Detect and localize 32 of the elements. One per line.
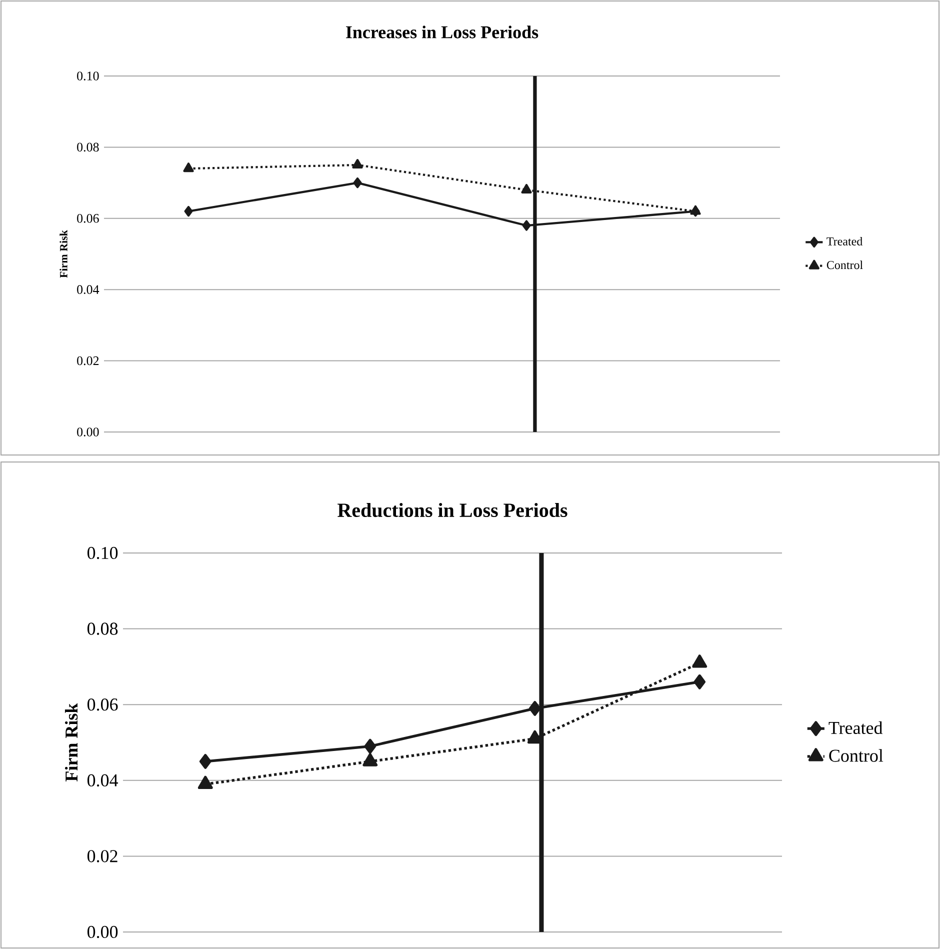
legend-label: Treated bbox=[828, 721, 883, 734]
point bbox=[528, 700, 541, 716]
y-tick-label: 0.10 bbox=[77, 72, 99, 80]
y-tick-label: 0.04 bbox=[77, 285, 100, 294]
y-tick-label: 0.06 bbox=[87, 698, 118, 711]
chart-title: Increases in Loss Periods bbox=[346, 26, 538, 38]
y-tick-label: 0.00 bbox=[87, 926, 118, 938]
y-tick-label: 0.10 bbox=[87, 546, 118, 560]
y-tick-label: 0.02 bbox=[87, 850, 118, 862]
point bbox=[198, 776, 213, 790]
point bbox=[364, 738, 376, 754]
point bbox=[199, 754, 212, 769]
y-tick-label: 0.08 bbox=[77, 142, 99, 152]
legend-label: Treated bbox=[826, 237, 862, 246]
point bbox=[694, 674, 706, 690]
point bbox=[522, 220, 531, 231]
y-axis-title: Firm Risk bbox=[60, 230, 68, 278]
point bbox=[353, 177, 362, 188]
chart-title: Reductions in Loss Periods bbox=[338, 502, 568, 518]
point bbox=[184, 206, 193, 217]
point bbox=[183, 162, 194, 172]
legend-label: Control bbox=[829, 749, 884, 762]
y-tick-label: 0.04 bbox=[87, 774, 118, 787]
y-tick-label: 0.00 bbox=[77, 428, 99, 436]
point bbox=[352, 159, 363, 169]
y-axis-title: Firm Risk bbox=[64, 703, 78, 782]
point bbox=[521, 184, 532, 194]
point bbox=[362, 753, 378, 766]
y-tick-label: 0.06 bbox=[77, 214, 99, 223]
legend-label: Control bbox=[826, 260, 863, 270]
y-tick-label: 0.02 bbox=[77, 356, 99, 366]
y-tick-label: 0.08 bbox=[87, 622, 118, 635]
